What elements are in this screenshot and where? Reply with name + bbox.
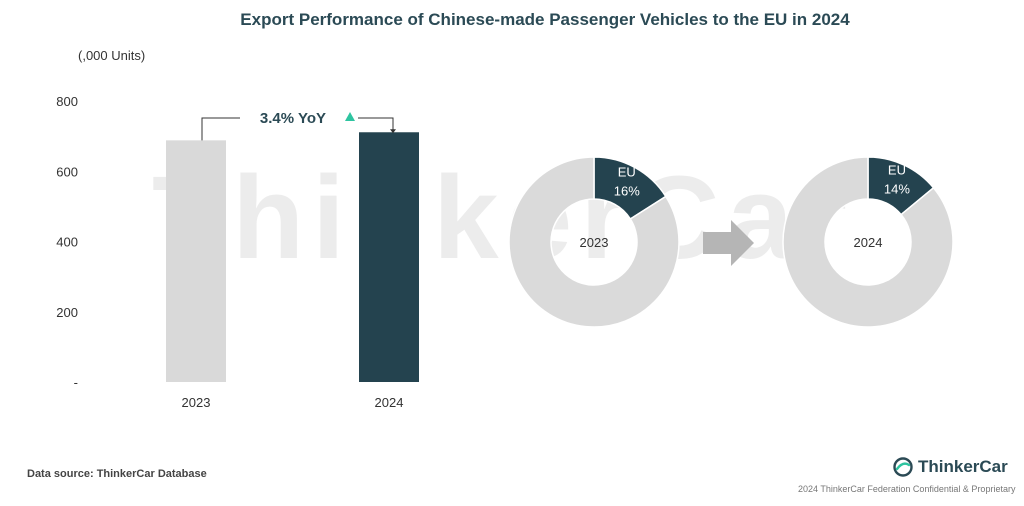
yoy-bracket-arrowhead — [390, 129, 396, 134]
y-axis-unit-label: (,000 Units) — [78, 48, 146, 63]
y-tick-label: - — [74, 375, 78, 390]
x-tick-label: 2024 — [375, 395, 404, 410]
slice-value-label: 14% — [884, 181, 910, 196]
right-arrow-icon — [703, 220, 754, 266]
yoy-up-triangle-icon — [345, 112, 355, 121]
thinkercar-logo-icon — [893, 457, 913, 477]
slice-label: EU — [888, 162, 906, 177]
yoy-bracket-right — [358, 117, 394, 132]
bar-2024 — [359, 132, 419, 382]
bar-2023 — [166, 140, 226, 382]
slice-value-label: 16% — [614, 183, 640, 198]
x-tick-label: 2023 — [182, 395, 211, 410]
brand-logo: ThinkerCar — [893, 456, 1008, 478]
y-tick-label: 600 — [56, 164, 78, 179]
yoy-bracket-left — [201, 117, 240, 141]
donut-slice-other — [508, 156, 680, 328]
y-tick-label: 400 — [56, 235, 78, 250]
y-tick-label: 200 — [56, 305, 78, 320]
chart-title: Export Performance of Chinese-made Passe… — [240, 10, 850, 29]
brand-name: ThinkerCar — [918, 457, 1008, 476]
copyright-note: 2024 ThinkerCar Federation Confidential … — [798, 484, 1016, 494]
data-source-note: Data source: ThinkerCar Database — [27, 468, 207, 480]
donut-slice-other — [782, 156, 954, 328]
donut-center-label: 2023 — [580, 235, 609, 250]
slice-label: EU — [618, 164, 636, 179]
y-tick-label: 800 — [56, 94, 78, 109]
donut-center-label: 2024 — [854, 235, 883, 250]
yoy-label: 3.4% YoY — [260, 110, 326, 127]
